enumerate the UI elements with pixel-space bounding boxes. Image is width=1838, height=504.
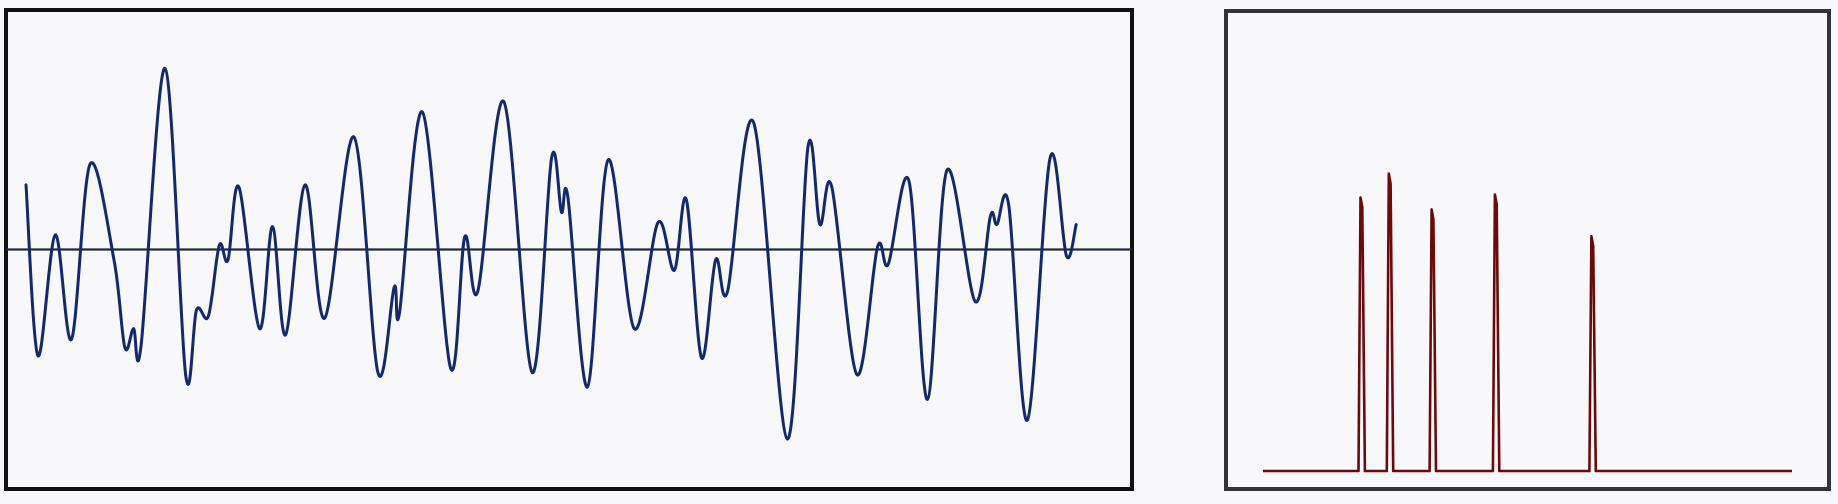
spectrum-plot-frame <box>1224 9 1831 491</box>
waveform-panel <box>4 8 1134 491</box>
spectrum-marks <box>1263 172 1792 473</box>
spectrum-series-line <box>1263 172 1792 473</box>
waveform-marks <box>6 66 1132 441</box>
signal-series-line <box>24 66 1078 441</box>
spectrum-panel <box>1224 9 1831 491</box>
